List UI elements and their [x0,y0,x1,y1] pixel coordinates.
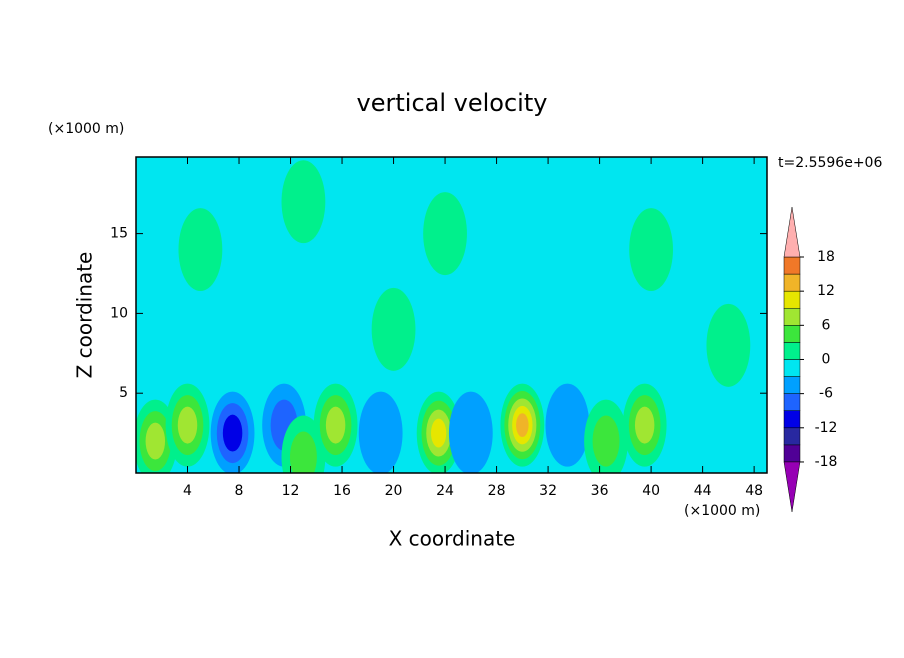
contour-region [222,414,243,452]
contour-region [178,208,223,292]
y-tick-label: 15 [110,226,128,242]
x-tick-label: 44 [694,483,712,499]
contour-region [358,391,403,473]
contour-region [448,391,493,473]
chart-title: vertical velocity [357,89,548,117]
contour-region [325,406,346,444]
x-tick-label: 24 [436,483,454,499]
contour-region [371,287,416,371]
x-tick-label: 48 [745,483,763,499]
colorbar-label: 18 [817,249,835,265]
contour-region [423,192,467,276]
colorbar-label: -6 [819,386,833,402]
colorbar-label: 6 [822,317,831,333]
time-label: t=2.5596e+06 [778,155,882,171]
x-tick-label: 32 [539,483,557,499]
contour-field [136,157,767,473]
colorbar-box [783,410,801,429]
contour-region [289,431,317,473]
y-tick-label: 10 [110,305,128,321]
y-tick-label: 5 [119,385,128,401]
colorbar-box [783,359,801,377]
plot-frame [135,156,768,474]
colorbar-box [783,342,801,360]
colorbar-label: 12 [817,283,835,299]
x-unit: (×1000 m) [684,503,760,519]
x-tick-label: 36 [591,483,609,499]
colorbar-box [783,307,801,326]
colorbar-box [783,427,801,446]
colorbar-label: -18 [815,454,838,470]
contour-region [706,303,751,387]
colorbar-box [783,376,801,394]
colorbar-box [783,444,801,463]
x-tick-label: 8 [235,483,244,499]
colorbar-box [783,290,801,309]
x-tick-label: 16 [333,483,351,499]
contour-region [177,406,198,444]
x-axis-title: X coordinate [389,527,516,551]
colorbar-box [783,273,801,292]
contour-region [431,418,447,448]
y-axis-title: Z coordinate [73,252,97,379]
contour-region [516,413,529,437]
contour-region [634,406,655,444]
colorbar-label: 0 [822,351,831,367]
colorbar-top [783,206,801,258]
x-tick-label: 28 [488,483,506,499]
colorbar-bottom [783,461,801,512]
colorbar-box [783,256,801,275]
contour-region [629,208,673,292]
colorbar-box [783,325,801,343]
contour-region [145,422,166,460]
colorbar-box [783,393,801,411]
contour-region [592,415,620,467]
x-tick-label: 12 [282,483,300,499]
contour-region [281,160,326,244]
x-tick-label: 40 [642,483,660,499]
x-tick-label: 20 [385,483,403,499]
x-tick-label: 4 [183,483,192,499]
y-unit: (×1000 m) [48,121,124,137]
contour-region [545,383,590,467]
colorbar-label: -12 [815,420,838,436]
